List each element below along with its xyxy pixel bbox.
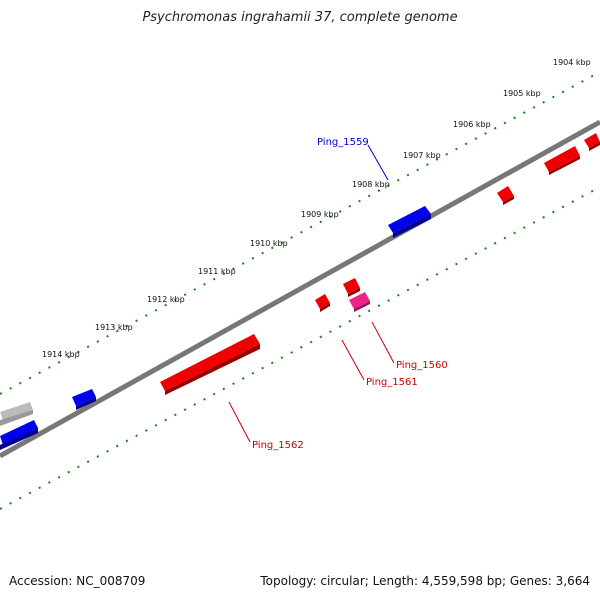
label-connector-ping-1562 (228, 401, 251, 443)
label-connector-ping-1560 (371, 321, 395, 364)
gene-block-blue-2[interactable] (72, 389, 96, 406)
gene-label-ping-1561[interactable]: Ping_1561 (366, 377, 418, 388)
tick-label: 1910 kbp (250, 239, 288, 248)
tick-label: 1913 kbp (95, 323, 133, 332)
gene-ping-1561-face (320, 303, 330, 312)
gene-ping-1560-face (354, 301, 370, 312)
tick-label: 1912 kbp (147, 295, 185, 304)
label-connector-ping-1559 (367, 144, 389, 181)
gene-red-right-3-face (589, 142, 600, 151)
tick-label: 1906 kbp (453, 120, 491, 129)
gene-red-right-3[interactable] (584, 133, 600, 148)
gene-block-blue-1-face (0, 428, 38, 450)
gene-red-small[interactable] (343, 278, 360, 294)
tick-label: 1908 kbp (352, 180, 390, 189)
gene-ping-1559[interactable] (388, 206, 431, 233)
gene-ping-1562-face (165, 344, 260, 395)
map-title: Psychromonas ingrahamii 37, complete gen… (142, 10, 458, 25)
tick-label: 1911 kbp (198, 267, 236, 276)
tick-label: 1909 kbp (301, 210, 339, 219)
gene-red-right-1[interactable] (497, 186, 514, 202)
gene-red-right-2-face (549, 156, 580, 175)
upper-scale-track (0, 71, 600, 395)
tick-labels: 1904 kbp 1905 kbp 1906 kbp 1907 kbp 1908… (42, 58, 591, 359)
gene-label-ping-1559[interactable]: Ping_1559 (317, 137, 369, 148)
gene-block-grey[interactable] (0, 402, 33, 420)
gene-block-grey-face (0, 410, 33, 426)
gene-red-right-2[interactable] (544, 146, 580, 172)
gene-label-ping-1560[interactable]: Ping_1560 (396, 360, 448, 371)
label-connector-ping-1561 (341, 339, 365, 381)
tick-label: 1905 kbp (503, 89, 541, 98)
gene-ping-1560[interactable] (349, 292, 370, 309)
gene-red-right-1-face (503, 196, 514, 205)
gene-block-blue-1[interactable] (0, 420, 38, 445)
gene-ping-1559-face (393, 214, 431, 238)
lower-scale-track (0, 186, 600, 510)
gene-ping-1562[interactable] (160, 334, 260, 391)
tick-label: 1904 kbp (553, 58, 591, 67)
gene-blocks (0, 133, 600, 450)
gene-red-small-face (348, 288, 360, 297)
accession-label: Accession: NC_008709 (9, 574, 146, 588)
gene-label-ping-1562[interactable]: Ping_1562 (252, 440, 304, 451)
gene-block-blue-2-face (76, 397, 96, 410)
tick-label: 1907 kbp (403, 151, 441, 160)
tick-label: 1914 kbp (42, 350, 80, 359)
genome-summary: Topology: circular; Length: 4,559,598 bp… (260, 574, 590, 588)
genome-backbone (0, 119, 600, 459)
